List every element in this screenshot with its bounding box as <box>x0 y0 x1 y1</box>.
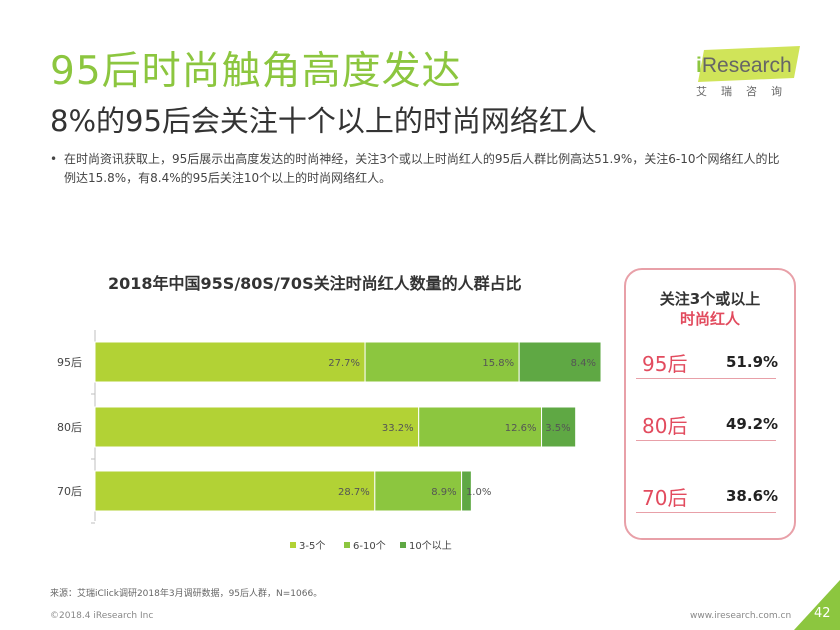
y-tick-label: 95后 <box>57 356 82 369</box>
y-tick-label: 70后 <box>57 485 82 498</box>
bar-segment <box>541 406 577 448</box>
data-label: 27.7% <box>328 358 360 369</box>
logo-swoosh-icon <box>698 46 800 82</box>
callout-heading-highlight: 时尚红人 <box>679 310 740 328</box>
corner-triangle-icon <box>794 580 840 630</box>
copyright-text: ©2018.4 iResearch Inc <box>50 611 154 621</box>
data-label: 15.8% <box>482 358 514 369</box>
callout-generation: 95后 <box>642 352 688 376</box>
callout-divider <box>636 512 776 513</box>
callout-row: 80后 49.2% <box>642 410 782 440</box>
logo-i: i <box>696 54 702 77</box>
source-note: 来源：艾瑞iClick调研2018年3月调研数据，95后人群，N=1066。 <box>50 589 323 599</box>
bar-segment <box>94 406 420 448</box>
data-label: 8.9% <box>431 487 456 498</box>
bar-segment <box>94 470 376 512</box>
callout-percentage: 38.6% <box>726 487 779 505</box>
data-label: 8.4% <box>571 358 596 369</box>
iresearch-logo: iResearch 艾瑞咨询 <box>690 44 810 104</box>
legend-label: 6-10个 <box>353 540 386 552</box>
y-tick-label: 80后 <box>57 421 82 434</box>
legend-swatch <box>400 542 406 548</box>
stacked-bar-chart: 95后 27.7% 15.8% 8.4% 80后 33.2% 12.6% 3.5% 70后 28.… <box>57 330 602 552</box>
callout-box: 关注3个或以上 时尚红人 95后 51.9% 80后 49.2% 70后 38.… <box>624 268 796 540</box>
bar-segment <box>461 470 472 512</box>
data-label: 12.6% <box>505 423 537 434</box>
callout-row: 95后 51.9% <box>642 348 782 378</box>
data-label: 33.2% <box>382 423 414 434</box>
data-label: 28.7% <box>338 487 370 498</box>
callout-row: 70后 38.6% <box>642 482 782 512</box>
bar-segment <box>374 470 463 512</box>
legend-swatch <box>344 542 350 548</box>
data-label: 3.5% <box>545 423 570 434</box>
callout-percentage: 51.9% <box>726 353 779 371</box>
logo-subtext: 艾瑞咨询 <box>696 85 796 98</box>
bar-segment <box>364 341 520 383</box>
bullet-text: 在时尚资讯获取上，95后展示出高度发达的时尚神经，关注3个或以上时尚红人的95后… <box>64 152 780 185</box>
callout-heading: 关注3个或以上 <box>659 290 761 308</box>
page-number: 42 <box>814 606 831 621</box>
bar-segment <box>418 406 543 448</box>
legend-label: 3-5个 <box>299 540 325 552</box>
page-title: 95后时尚触角高度发达 <box>50 49 462 94</box>
callout-generation: 70后 <box>642 486 688 510</box>
bullet-dot: • <box>50 152 58 166</box>
legend-swatch <box>290 542 296 548</box>
data-label: 1.0% <box>466 487 491 498</box>
page-subtitle: 8%的95后会关注十个以上的时尚网络红人 <box>50 104 597 138</box>
bar-segment <box>518 341 602 383</box>
callout-divider <box>636 440 776 441</box>
callout-divider <box>636 378 776 379</box>
bar-segment <box>94 341 366 383</box>
website-url: www.iresearch.com.cn <box>690 611 792 621</box>
callout-percentage: 49.2% <box>726 415 779 433</box>
chart-title: 2018年中国95S/80S/70S关注时尚红人数量的人群占比 <box>108 274 522 293</box>
logo-text: Research <box>701 54 792 77</box>
callout-generation: 80后 <box>642 414 688 438</box>
legend-label: 10个以上 <box>409 540 452 552</box>
